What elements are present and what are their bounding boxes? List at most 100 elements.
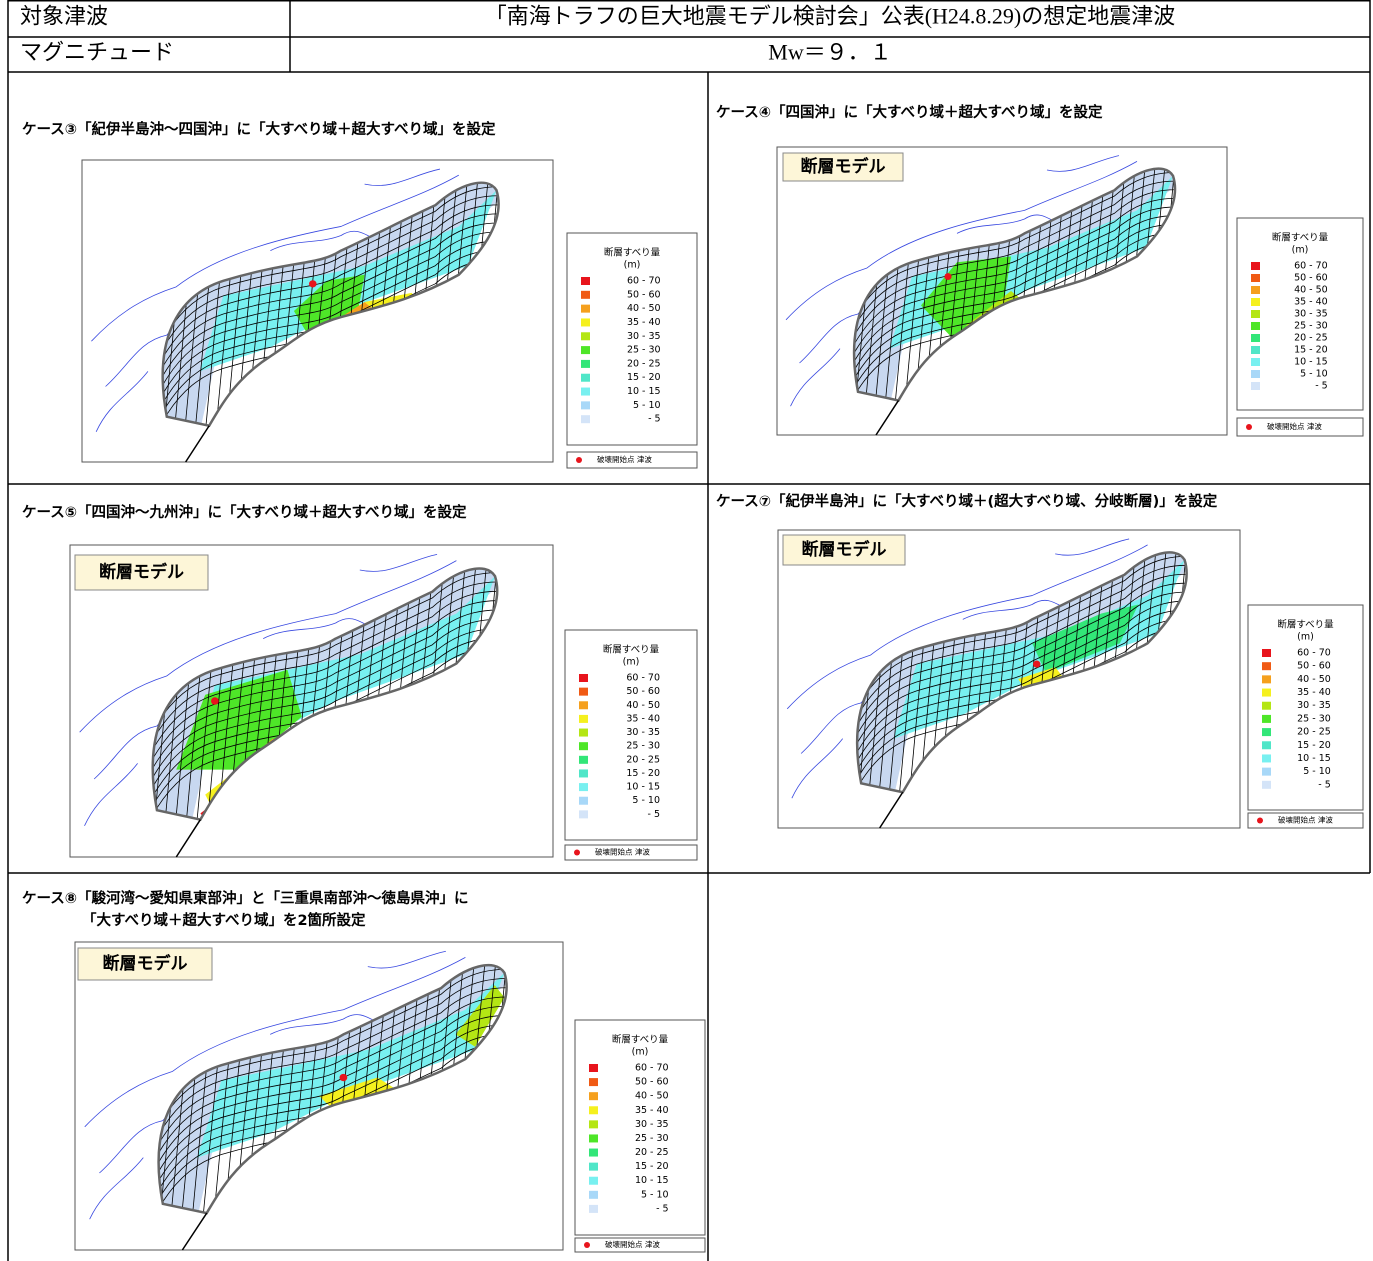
coastline xyxy=(90,1158,144,1220)
legend-swatch xyxy=(589,1106,598,1115)
legend-swatch xyxy=(1251,346,1260,354)
legend-swatch xyxy=(581,277,590,285)
legend-swatch xyxy=(579,810,588,819)
legend-swatch xyxy=(581,415,590,424)
mesh-line xyxy=(822,207,1205,432)
mesh-line xyxy=(118,582,529,826)
legend-item: - 5 xyxy=(1315,381,1328,392)
rupture-start xyxy=(944,273,952,281)
footnote-dot xyxy=(1246,424,1252,430)
rupture-start xyxy=(309,280,317,288)
footnote-dot xyxy=(576,457,582,463)
mesh-line xyxy=(129,241,529,477)
legend-item: 10 - 15 xyxy=(1297,753,1331,764)
legend-swatch xyxy=(1251,298,1260,306)
legend-title: 断層すべり量 xyxy=(604,247,661,259)
mesh-line xyxy=(129,196,529,432)
legend-swatch xyxy=(1262,754,1271,763)
coastline xyxy=(792,739,843,799)
legend-title: 断層すべり量 xyxy=(612,1034,669,1046)
legend-item: 20 - 25 xyxy=(626,754,660,765)
fault-outline xyxy=(854,169,1175,401)
legend-item: 25 - 30 xyxy=(635,1133,669,1144)
legend-swatch xyxy=(589,1092,598,1101)
legend-swatch xyxy=(579,783,588,792)
legend-swatch xyxy=(1251,358,1260,366)
mesh-line xyxy=(822,224,1205,449)
legend-item: 5 - 10 xyxy=(641,1189,669,1200)
model-label-box xyxy=(74,554,209,591)
model-label-box xyxy=(782,534,906,566)
legend-unit: (m) xyxy=(623,657,640,668)
legend-swatch xyxy=(1262,662,1271,671)
legend-swatch xyxy=(1251,334,1260,342)
legend-item: 30 - 35 xyxy=(626,727,660,738)
mesh-line xyxy=(824,592,1217,825)
legend-item: 40 - 50 xyxy=(635,1091,669,1102)
legend-item: 5 - 10 xyxy=(1300,369,1328,380)
coastline xyxy=(85,957,466,1126)
case-caption: ケース⑧「駿河湾～愛知県東部沖」と「三重県南部沖～徳島県沖」に xyxy=(22,889,469,907)
slip-zone xyxy=(1032,604,1139,674)
mesh-line xyxy=(822,190,1205,415)
legend-swatch xyxy=(1262,728,1271,737)
trench xyxy=(182,1213,206,1250)
legend-title: 断層すべり量 xyxy=(1272,232,1329,244)
legend-swatch xyxy=(1251,262,1260,270)
mesh-line xyxy=(129,205,529,441)
coastline xyxy=(368,951,446,968)
coastline xyxy=(360,554,437,571)
legend-item: 5 - 10 xyxy=(1303,766,1331,777)
legend-item: 5 - 10 xyxy=(632,795,660,806)
footnote: 破壊開始点 津波 xyxy=(595,847,650,857)
legend-swatch xyxy=(581,401,590,410)
legend-item: 50 - 60 xyxy=(626,686,660,697)
legend-item: 15 - 20 xyxy=(627,372,661,383)
mesh-line xyxy=(824,583,1217,816)
footnote-dot xyxy=(584,1242,590,1248)
mesh-line xyxy=(822,198,1205,423)
footnote-box xyxy=(566,451,698,469)
fault-outline xyxy=(153,568,497,819)
legend-swatch xyxy=(1262,767,1271,776)
mesh-line xyxy=(118,610,529,854)
legend-swatch xyxy=(1251,286,1260,294)
model-label-box xyxy=(782,152,904,182)
legend-swatch xyxy=(579,728,588,737)
trench xyxy=(880,792,903,828)
legend-item: - 5 xyxy=(656,1203,669,1214)
mesh-line xyxy=(129,223,529,459)
legend-swatch xyxy=(579,742,588,751)
coastline xyxy=(787,545,1147,709)
coastline xyxy=(786,161,1137,319)
model-label-box xyxy=(77,947,213,981)
legend-swatch xyxy=(589,1162,598,1171)
mesh-line xyxy=(124,1006,539,1247)
legend-swatch xyxy=(579,687,588,696)
legend-item: 30 - 35 xyxy=(1297,700,1331,711)
legend-swatch xyxy=(1262,649,1271,657)
mesh-line xyxy=(118,601,529,845)
legend-swatch xyxy=(1262,675,1271,684)
mesh-line xyxy=(124,988,539,1229)
trench xyxy=(876,400,899,435)
legend-item: 40 - 50 xyxy=(626,700,660,711)
coastline xyxy=(96,371,148,431)
mesh-line xyxy=(822,216,1205,441)
coastline xyxy=(1047,156,1119,172)
case-caption: ケース④「四国沖」に「大すべり域＋超大すべり域」を設定 xyxy=(716,103,1103,121)
mesh-line xyxy=(118,591,529,835)
legend-item: 60 - 70 xyxy=(627,276,661,287)
footnote-box xyxy=(1247,812,1364,829)
legend-item: 20 - 25 xyxy=(1297,727,1331,738)
rupture-start xyxy=(339,1073,348,1082)
legend-item: 15 - 20 xyxy=(1297,740,1331,751)
trench xyxy=(186,426,210,462)
legend-title: 断層すべり量 xyxy=(1277,619,1334,631)
legend-swatch xyxy=(1262,701,1271,710)
legend-swatch xyxy=(589,1148,598,1157)
mesh-line xyxy=(118,619,529,863)
legend-swatch xyxy=(581,359,590,368)
legend-item: 15 - 20 xyxy=(635,1161,669,1172)
